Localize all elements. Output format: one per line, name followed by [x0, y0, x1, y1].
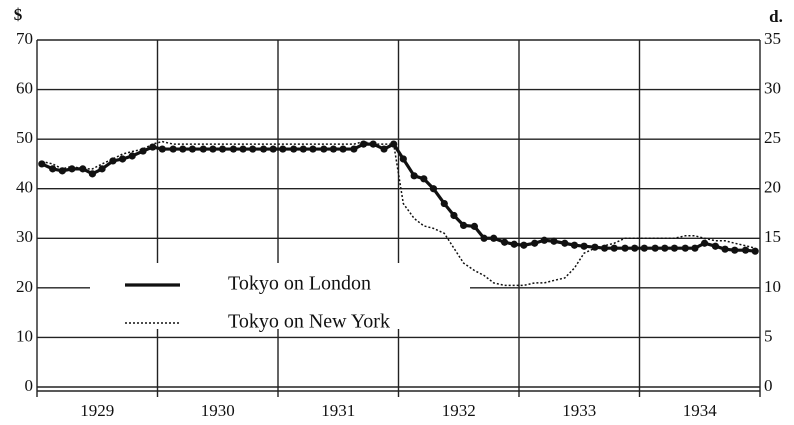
- legend-label: Tokyo on New York: [228, 311, 390, 333]
- data-point: [510, 240, 518, 248]
- x-tick-label: 1934: [683, 401, 718, 420]
- y-axis-label: $: [14, 5, 23, 24]
- data-point: [199, 145, 207, 153]
- data-point: [58, 167, 66, 175]
- data-point: [239, 145, 247, 153]
- data-point: [128, 152, 136, 160]
- data-point: [88, 170, 97, 178]
- data-point: [570, 241, 579, 249]
- data-point: [350, 145, 358, 153]
- data-point: [410, 172, 418, 180]
- data-point: [711, 242, 720, 250]
- y-tick-label: 10: [16, 326, 33, 345]
- data-point: [440, 199, 448, 208]
- y2-tick-label: 10: [764, 277, 781, 296]
- data-point: [38, 160, 46, 168]
- data-point: [279, 145, 287, 153]
- data-point: [681, 244, 689, 252]
- data-point: [98, 165, 106, 173]
- data-point: [580, 242, 588, 250]
- data-point: [450, 211, 458, 220]
- data-point: [610, 244, 618, 252]
- data-point: [500, 238, 509, 246]
- data-point: [591, 243, 599, 251]
- x-tick-label: 1930: [201, 401, 235, 420]
- data-point: [188, 145, 197, 153]
- data-point: [299, 145, 307, 153]
- data-point: [229, 145, 238, 153]
- data-point: [118, 155, 127, 163]
- data-point: [731, 246, 739, 254]
- data-point: [550, 237, 558, 245]
- data-point: [640, 244, 648, 252]
- x-tick-label: 1931: [321, 401, 355, 420]
- data-point: [651, 244, 659, 252]
- data-point: [79, 165, 87, 173]
- data-point: [691, 244, 699, 252]
- y2-tick-label: 25: [764, 128, 781, 147]
- data-point: [561, 239, 569, 247]
- data-point: [259, 145, 268, 153]
- y-tick-label: 40: [16, 178, 33, 197]
- y2-axis-label: d.: [769, 7, 783, 26]
- data-point: [49, 165, 57, 173]
- x-tick-label: 1932: [442, 401, 476, 420]
- y-tick-label: 70: [16, 29, 33, 48]
- x-tick-label: 1929: [80, 401, 114, 420]
- y2-tick-label: 30: [764, 78, 781, 97]
- data-point: [520, 241, 528, 249]
- data-point: [721, 245, 729, 253]
- y-tick-label: 30: [16, 227, 33, 246]
- data-point: [700, 239, 709, 247]
- legend-label: Tokyo on London: [228, 273, 371, 295]
- data-point: [631, 244, 639, 252]
- data-point: [309, 145, 317, 153]
- data-point: [290, 145, 298, 153]
- y2-tick-label: 0: [764, 376, 773, 395]
- data-point: [670, 244, 679, 252]
- data-point: [531, 239, 539, 247]
- data-point: [480, 234, 488, 242]
- data-point: [329, 145, 338, 153]
- y2-tick-label: 35: [764, 29, 781, 48]
- x-tick-label: 1933: [562, 401, 596, 420]
- y2-tick-label: 15: [764, 227, 781, 246]
- data-point: [249, 145, 257, 153]
- data-point: [339, 145, 347, 153]
- y-tick-label: 60: [16, 78, 33, 97]
- y2-tick-label: 5: [764, 326, 773, 345]
- y-tick-label: 20: [16, 277, 33, 296]
- y-tick-label: 50: [16, 128, 33, 147]
- data-point: [661, 244, 669, 252]
- data-point: [490, 234, 498, 242]
- legend-box: [90, 263, 470, 329]
- data-point: [320, 145, 328, 153]
- y-tick-label: 0: [25, 376, 34, 395]
- data-point: [380, 145, 388, 153]
- data-point: [158, 145, 166, 153]
- data-point: [399, 155, 407, 163]
- data-point: [169, 145, 177, 153]
- data-point: [429, 185, 438, 193]
- data-point: [269, 145, 277, 153]
- data-point: [369, 140, 377, 148]
- data-point: [540, 236, 548, 244]
- data-point: [420, 175, 428, 183]
- data-point: [751, 247, 759, 255]
- data-point: [470, 222, 479, 230]
- data-point: [741, 246, 750, 254]
- y2-tick-label: 20: [764, 178, 781, 197]
- data-point: [218, 145, 227, 153]
- data-point: [621, 244, 629, 252]
- data-point: [459, 221, 468, 229]
- data-point: [209, 145, 217, 153]
- data-point: [179, 145, 187, 153]
